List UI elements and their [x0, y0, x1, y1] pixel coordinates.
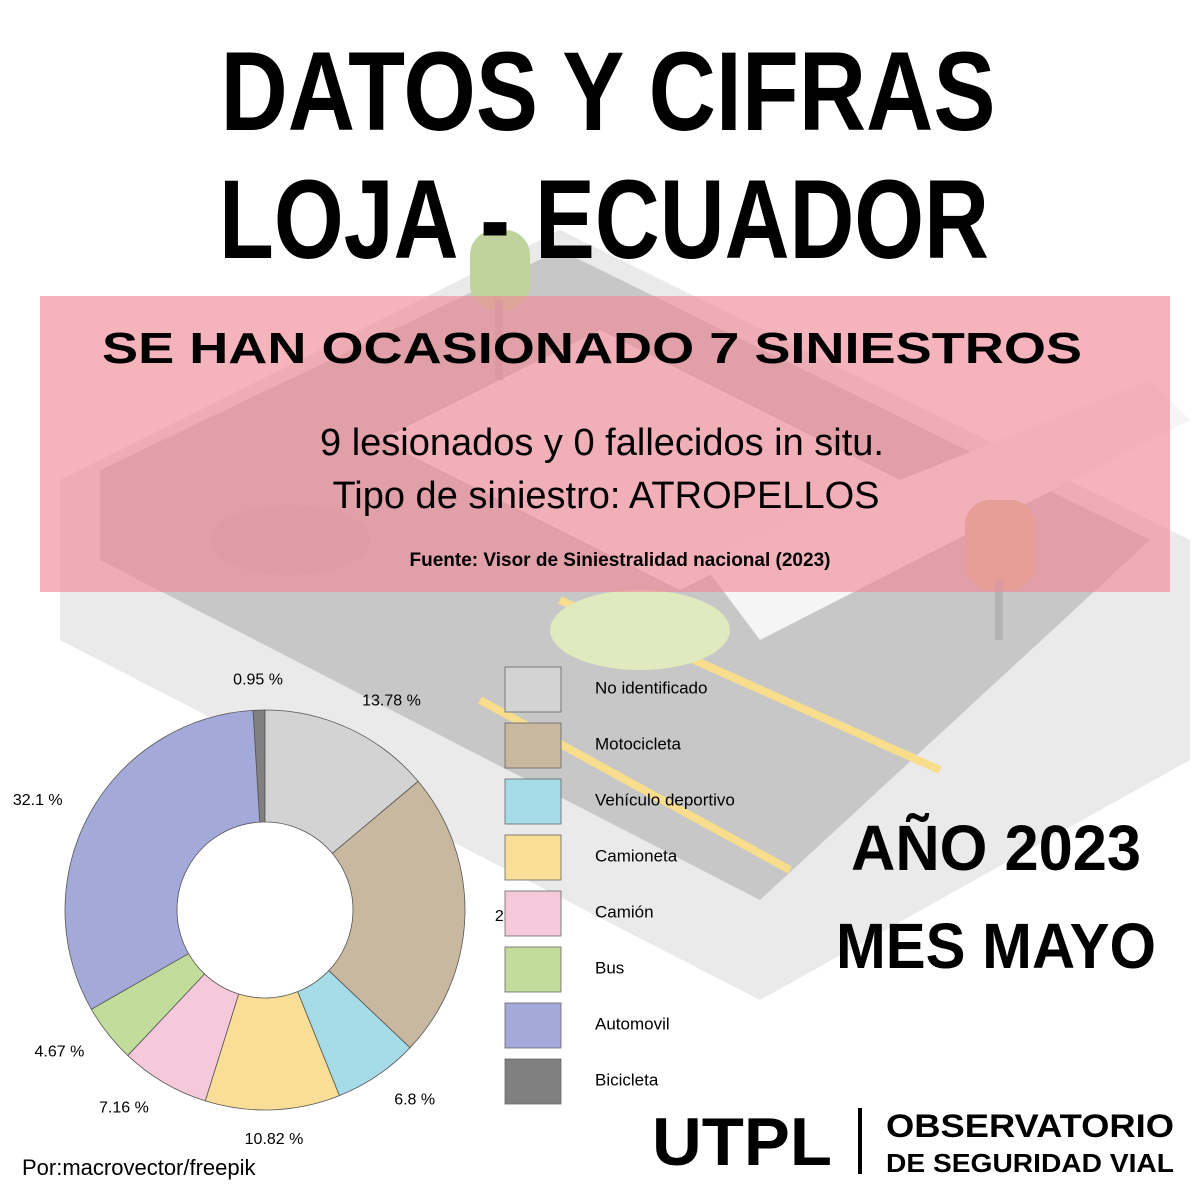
value-label: 10.82 % — [245, 1131, 304, 1148]
legend-label: No identificado — [595, 678, 707, 697]
period-year: AÑO 2023 — [851, 812, 1141, 884]
legend-label: Camión — [595, 902, 654, 921]
banner-headline: SE HAN OCASIONADO 7 SINIESTROS — [102, 324, 1082, 373]
banner-background — [40, 296, 1170, 592]
value-label: 13.78 % — [362, 693, 421, 710]
period-month: MES MAYO — [836, 910, 1156, 982]
value-label: 0.95 % — [233, 671, 283, 688]
value-label: 6.8 % — [394, 1092, 435, 1109]
footer-divider — [858, 1108, 862, 1174]
footer-brand: UTPL — [652, 1104, 832, 1180]
legend-label: Bus — [595, 958, 624, 977]
legend-swatch — [504, 834, 562, 881]
legend-swatch — [504, 1002, 562, 1049]
legend-label: Vehículo deportivo — [595, 790, 735, 809]
title-line1: DATOS Y CIFRAS — [221, 29, 996, 154]
legend-swatch — [504, 778, 562, 825]
donut-segment — [328, 780, 466, 1049]
legend-swatch — [504, 1058, 562, 1105]
banner-source: Fuente: Visor de Siniestralidad nacional… — [410, 550, 831, 571]
legend-label: Automovil — [595, 1014, 670, 1033]
title-line2: LOJA - ECUADOR — [219, 157, 989, 282]
legend-swatch — [504, 946, 562, 993]
value-label: 7.16 % — [99, 1100, 149, 1117]
donut-segment — [64, 709, 261, 1010]
footer-org-line1: OBSERVATORIO — [886, 1108, 1174, 1144]
credit: Por:macrovector/freepik — [22, 1155, 257, 1180]
donut-segment — [264, 709, 419, 854]
donut-chart: 0.95 %32.1 %4.67 %7.16 %10.82 %6.8 %23.0… — [13, 666, 735, 1148]
value-label: 32.1 % — [13, 792, 63, 809]
legend-label: Motocicleta — [595, 734, 682, 753]
legend-swatch — [504, 722, 562, 769]
legend-label: Bicicleta — [595, 1070, 659, 1089]
value-label: 4.67 % — [35, 1044, 85, 1061]
banner-line1: 9 lesionados y 0 fallecidos in situ. — [320, 422, 884, 464]
legend-swatch — [504, 890, 562, 937]
banner-line2: Tipo de siniestro: ATROPELLOS — [332, 475, 879, 517]
footer-org-line2: DE SEGURIDAD VIAL — [886, 1148, 1174, 1178]
legend-swatch — [504, 666, 562, 713]
legend-label: Camioneta — [595, 846, 678, 865]
